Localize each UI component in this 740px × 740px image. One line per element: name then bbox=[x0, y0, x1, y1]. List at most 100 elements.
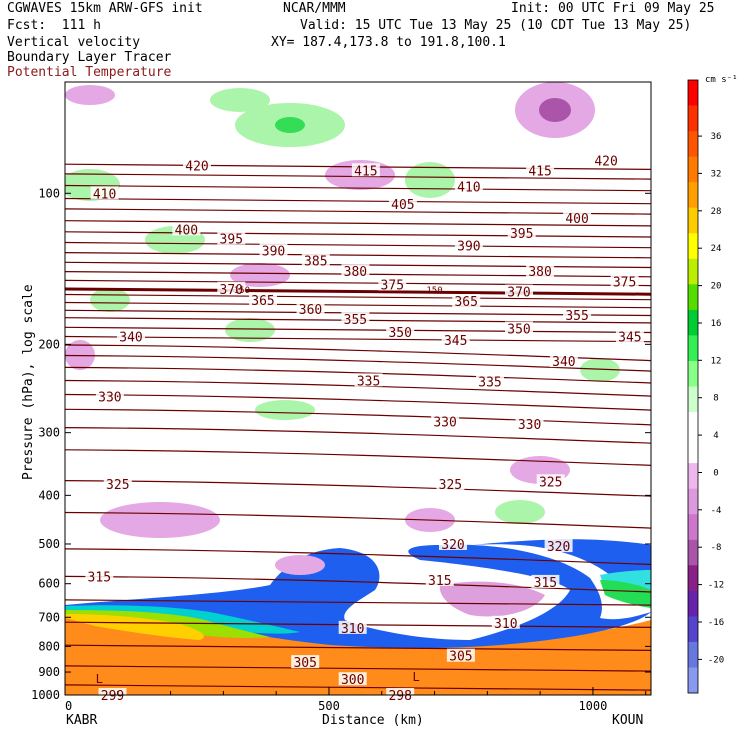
colorbar-tick-label: -20 bbox=[708, 655, 724, 665]
theta-label: 370 bbox=[507, 286, 530, 301]
theta-contour bbox=[65, 393, 651, 411]
theta-label-bg bbox=[425, 573, 454, 586]
theta-label-bg bbox=[563, 308, 592, 322]
theta-label-bg bbox=[526, 163, 555, 177]
colorbar-tick-label: 12 bbox=[711, 356, 722, 366]
plot-frame bbox=[64, 81, 652, 696]
left-endpoint-label: KABR bbox=[66, 713, 97, 728]
theta-contour bbox=[65, 449, 651, 466]
y-tick-label: 700 bbox=[38, 610, 60, 624]
boundary-layer-yellow bbox=[65, 614, 204, 640]
colorbar-swatch bbox=[688, 335, 698, 362]
colorbar-tick-label: 32 bbox=[711, 169, 722, 179]
colorbar-swatch bbox=[688, 514, 698, 541]
y-tick-label: 800 bbox=[38, 639, 60, 653]
colorbar-swatch bbox=[688, 361, 698, 387]
upward-motion-cell bbox=[210, 88, 270, 112]
theta-contour bbox=[65, 480, 651, 497]
y-tick-label: 300 bbox=[38, 426, 60, 440]
theta-label: 340 bbox=[552, 355, 575, 370]
y-tick-label: 400 bbox=[38, 488, 60, 502]
theta-label-bg bbox=[526, 264, 555, 278]
theta-label-bg bbox=[549, 354, 578, 368]
colorbar-swatch bbox=[688, 207, 698, 234]
field-boundary-layer-tracer: Boundary Layer Tracer bbox=[7, 50, 172, 65]
contour-marker: L bbox=[412, 670, 419, 684]
theta-label-bg bbox=[476, 374, 504, 388]
theta-label-bg bbox=[338, 620, 367, 634]
theta-label: 310 bbox=[341, 622, 364, 637]
model-title: CGWAVES 15km ARW-GFS init bbox=[7, 1, 203, 16]
theta-label-bg bbox=[386, 325, 415, 338]
theta-contour bbox=[65, 301, 651, 309]
theta-label: 315 bbox=[88, 570, 111, 585]
colorbar-swatch bbox=[688, 386, 698, 413]
theta-label: 340 bbox=[119, 331, 142, 346]
upward-motion-cell bbox=[225, 318, 275, 342]
colorbar-swatch bbox=[688, 182, 698, 209]
theta-contour bbox=[65, 427, 651, 444]
theta-label-bg bbox=[351, 163, 380, 177]
theta-label: 390 bbox=[262, 245, 285, 260]
theta-label-bg bbox=[615, 329, 644, 343]
downward-motion-cell bbox=[230, 263, 290, 287]
y-tick-label: 500 bbox=[38, 537, 60, 551]
upper-blue-lobe bbox=[400, 539, 651, 580]
theta-label: 335 bbox=[478, 375, 501, 390]
theta-label-bg bbox=[90, 186, 119, 200]
theta-label-bg bbox=[291, 655, 320, 669]
theta-label: 355 bbox=[565, 309, 588, 324]
downward-motion-cell bbox=[65, 85, 115, 105]
theta-contour bbox=[65, 293, 651, 301]
colorbar-swatch bbox=[688, 667, 698, 694]
theta-label: 325 bbox=[439, 478, 462, 493]
theta-label: 405 bbox=[391, 198, 414, 213]
theta-label: 310 bbox=[494, 617, 517, 632]
theta-label-bg bbox=[441, 332, 470, 346]
theta-contour bbox=[65, 575, 651, 593]
theta-label-bg bbox=[454, 179, 483, 193]
theta-label: 350 bbox=[388, 326, 411, 341]
contour-marker: L bbox=[96, 672, 103, 686]
theta-label: 350 bbox=[507, 323, 530, 338]
theta-label: 325 bbox=[539, 475, 562, 490]
upward-motion-core bbox=[275, 117, 305, 133]
theta-label: 380 bbox=[528, 265, 551, 280]
colorbar-swatch bbox=[688, 233, 698, 260]
theta-label: 345 bbox=[618, 331, 641, 346]
colorbar-unit: cm s⁻¹ bbox=[705, 75, 738, 85]
colorbar-swatch bbox=[688, 80, 698, 106]
theta-label: 410 bbox=[457, 181, 480, 196]
theta-label-bg bbox=[531, 574, 560, 588]
colorbar-tick-label: -8 bbox=[711, 543, 722, 553]
theta-label: 305 bbox=[293, 656, 316, 671]
colorbar-tick-label: 4 bbox=[713, 431, 718, 441]
theta-label: 375 bbox=[613, 276, 636, 291]
colorbar-swatch bbox=[688, 641, 698, 668]
theta-label: 300 bbox=[341, 673, 364, 688]
init-time: Init: 00 UTC Fri 09 May 25 bbox=[511, 1, 715, 16]
theta-label: 330 bbox=[98, 390, 121, 405]
field-vertical-velocity: Vertical velocity bbox=[7, 35, 141, 50]
y-tick-label: 200 bbox=[38, 337, 60, 351]
colorbar-swatch bbox=[688, 105, 698, 132]
downward-motion-core bbox=[539, 98, 571, 122]
theta-label: 330 bbox=[518, 418, 541, 433]
theta-label-bg bbox=[388, 196, 417, 210]
theta-label-bg bbox=[217, 281, 246, 295]
colorbar: 36 32 28 24 20 16 12 8 4 0 -4 -8 -12 -16 -20 bbox=[687, 79, 724, 694]
field-potential-temperature: Potential Temperature bbox=[7, 65, 172, 80]
theta-label-bg bbox=[301, 253, 330, 267]
theta-label: 298 bbox=[388, 689, 411, 704]
theta-label: 355 bbox=[344, 313, 367, 328]
colorbar-swatch bbox=[688, 309, 698, 336]
theta-label-bg bbox=[172, 222, 201, 236]
colorbar-swatch bbox=[688, 463, 698, 490]
theta-label-bg bbox=[454, 238, 483, 252]
theta-label-bg bbox=[183, 158, 211, 172]
theta-label: 400 bbox=[565, 212, 588, 227]
colorbar-tick-label: 8 bbox=[713, 394, 718, 404]
contour-marker: 150 bbox=[426, 286, 442, 296]
pressure-axis: 100 200 300 400 500 600 700 800 900 1000 bbox=[31, 186, 651, 702]
